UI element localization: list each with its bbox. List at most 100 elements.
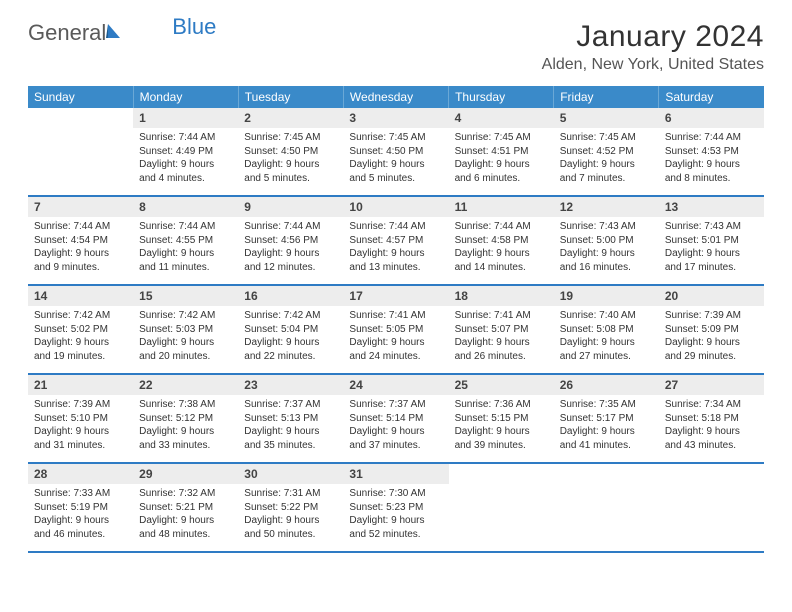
day-cell: 19Sunrise: 7:40 AMSunset: 5:08 PMDayligh… bbox=[554, 285, 659, 374]
day-body: Sunrise: 7:43 AMSunset: 5:01 PMDaylight:… bbox=[659, 217, 764, 284]
day-cell: 29Sunrise: 7:32 AMSunset: 5:21 PMDayligh… bbox=[133, 463, 238, 552]
day-line: and 50 minutes. bbox=[244, 528, 337, 542]
day-cell: 6Sunrise: 7:44 AMSunset: 4:53 PMDaylight… bbox=[659, 108, 764, 196]
day-line: Daylight: 9 hours bbox=[560, 425, 653, 439]
day-line: Sunrise: 7:38 AM bbox=[139, 398, 232, 412]
day-number: 8 bbox=[133, 197, 238, 217]
calendar-table: Sunday Monday Tuesday Wednesday Thursday… bbox=[28, 86, 764, 553]
day-number: 29 bbox=[133, 464, 238, 484]
dow-header: Sunday bbox=[28, 86, 133, 108]
day-line: Daylight: 9 hours bbox=[34, 425, 127, 439]
day-body: Sunrise: 7:37 AMSunset: 5:14 PMDaylight:… bbox=[343, 395, 448, 462]
day-number: 18 bbox=[449, 286, 554, 306]
dow-header: Thursday bbox=[449, 86, 554, 108]
day-line: Daylight: 9 hours bbox=[349, 425, 442, 439]
day-line: Sunrise: 7:37 AM bbox=[244, 398, 337, 412]
day-line: and 6 minutes. bbox=[455, 172, 548, 186]
day-number: 12 bbox=[554, 197, 659, 217]
day-line: Daylight: 9 hours bbox=[139, 425, 232, 439]
day-cell: 2Sunrise: 7:45 AMSunset: 4:50 PMDaylight… bbox=[238, 108, 343, 196]
day-line: Sunset: 4:55 PM bbox=[139, 234, 232, 248]
dow-header: Saturday bbox=[659, 86, 764, 108]
day-line: and 9 minutes. bbox=[34, 261, 127, 275]
day-body: Sunrise: 7:34 AMSunset: 5:18 PMDaylight:… bbox=[659, 395, 764, 462]
day-cell: 8Sunrise: 7:44 AMSunset: 4:55 PMDaylight… bbox=[133, 196, 238, 285]
day-line: and 5 minutes. bbox=[349, 172, 442, 186]
day-body bbox=[659, 470, 764, 528]
day-line: Daylight: 9 hours bbox=[244, 514, 337, 528]
day-cell: 30Sunrise: 7:31 AMSunset: 5:22 PMDayligh… bbox=[238, 463, 343, 552]
day-number: 31 bbox=[343, 464, 448, 484]
day-line: Daylight: 9 hours bbox=[244, 425, 337, 439]
day-line: and 19 minutes. bbox=[34, 350, 127, 364]
sail-icon bbox=[106, 22, 126, 45]
day-body: Sunrise: 7:41 AMSunset: 5:07 PMDaylight:… bbox=[449, 306, 554, 373]
day-line: Sunset: 4:58 PM bbox=[455, 234, 548, 248]
day-line: Sunset: 5:15 PM bbox=[455, 412, 548, 426]
day-line: Sunrise: 7:39 AM bbox=[665, 309, 758, 323]
day-line: and 37 minutes. bbox=[349, 439, 442, 453]
day-line: Daylight: 9 hours bbox=[244, 247, 337, 261]
day-number: 27 bbox=[659, 375, 764, 395]
day-cell bbox=[449, 463, 554, 552]
day-line: Sunset: 4:56 PM bbox=[244, 234, 337, 248]
day-line: Daylight: 9 hours bbox=[349, 247, 442, 261]
day-line: Sunset: 5:04 PM bbox=[244, 323, 337, 337]
week-row: 1Sunrise: 7:44 AMSunset: 4:49 PMDaylight… bbox=[28, 108, 764, 196]
title-block: January 2024 Alden, New York, United Sta… bbox=[542, 20, 764, 74]
day-line: Daylight: 9 hours bbox=[455, 158, 548, 172]
brand-logo: General Blue bbox=[28, 20, 216, 46]
day-line: Sunrise: 7:34 AM bbox=[665, 398, 758, 412]
day-body bbox=[28, 114, 133, 172]
dow-header: Monday bbox=[133, 86, 238, 108]
day-body: Sunrise: 7:40 AMSunset: 5:08 PMDaylight:… bbox=[554, 306, 659, 373]
day-number: 10 bbox=[343, 197, 448, 217]
dow-header: Wednesday bbox=[343, 86, 448, 108]
day-cell: 15Sunrise: 7:42 AMSunset: 5:03 PMDayligh… bbox=[133, 285, 238, 374]
day-body: Sunrise: 7:36 AMSunset: 5:15 PMDaylight:… bbox=[449, 395, 554, 462]
day-number: 3 bbox=[343, 108, 448, 128]
day-line: Sunset: 5:23 PM bbox=[349, 501, 442, 515]
day-body: Sunrise: 7:35 AMSunset: 5:17 PMDaylight:… bbox=[554, 395, 659, 462]
day-line: Sunset: 5:05 PM bbox=[349, 323, 442, 337]
day-body: Sunrise: 7:44 AMSunset: 4:55 PMDaylight:… bbox=[133, 217, 238, 284]
day-cell: 21Sunrise: 7:39 AMSunset: 5:10 PMDayligh… bbox=[28, 374, 133, 463]
day-line: Sunrise: 7:42 AM bbox=[244, 309, 337, 323]
day-line: Daylight: 9 hours bbox=[139, 158, 232, 172]
day-number: 21 bbox=[28, 375, 133, 395]
day-number: 19 bbox=[554, 286, 659, 306]
day-number: 16 bbox=[238, 286, 343, 306]
day-line: Sunrise: 7:39 AM bbox=[34, 398, 127, 412]
day-cell: 11Sunrise: 7:44 AMSunset: 4:58 PMDayligh… bbox=[449, 196, 554, 285]
day-line: and 31 minutes. bbox=[34, 439, 127, 453]
day-body: Sunrise: 7:38 AMSunset: 5:12 PMDaylight:… bbox=[133, 395, 238, 462]
day-line: Daylight: 9 hours bbox=[34, 247, 127, 261]
day-number: 15 bbox=[133, 286, 238, 306]
day-body bbox=[554, 470, 659, 528]
day-line: Sunset: 5:03 PM bbox=[139, 323, 232, 337]
day-line: and 35 minutes. bbox=[244, 439, 337, 453]
day-number: 17 bbox=[343, 286, 448, 306]
day-cell: 5Sunrise: 7:45 AMSunset: 4:52 PMDaylight… bbox=[554, 108, 659, 196]
day-number: 2 bbox=[238, 108, 343, 128]
day-line: Sunset: 5:12 PM bbox=[139, 412, 232, 426]
day-line: Daylight: 9 hours bbox=[349, 514, 442, 528]
day-line: Sunrise: 7:42 AM bbox=[34, 309, 127, 323]
day-line: and 33 minutes. bbox=[139, 439, 232, 453]
day-line: Daylight: 9 hours bbox=[34, 514, 127, 528]
day-cell bbox=[28, 108, 133, 196]
day-number: 14 bbox=[28, 286, 133, 306]
day-line: and 46 minutes. bbox=[34, 528, 127, 542]
day-line: Sunrise: 7:42 AM bbox=[139, 309, 232, 323]
day-line: Sunrise: 7:40 AM bbox=[560, 309, 653, 323]
day-line: Sunset: 5:09 PM bbox=[665, 323, 758, 337]
day-line: and 5 minutes. bbox=[244, 172, 337, 186]
day-line: Daylight: 9 hours bbox=[139, 247, 232, 261]
day-body: Sunrise: 7:42 AMSunset: 5:02 PMDaylight:… bbox=[28, 306, 133, 373]
day-cell: 12Sunrise: 7:43 AMSunset: 5:00 PMDayligh… bbox=[554, 196, 659, 285]
day-line: and 8 minutes. bbox=[665, 172, 758, 186]
day-number: 5 bbox=[554, 108, 659, 128]
day-number: 23 bbox=[238, 375, 343, 395]
week-row: 28Sunrise: 7:33 AMSunset: 5:19 PMDayligh… bbox=[28, 463, 764, 552]
day-cell: 16Sunrise: 7:42 AMSunset: 5:04 PMDayligh… bbox=[238, 285, 343, 374]
